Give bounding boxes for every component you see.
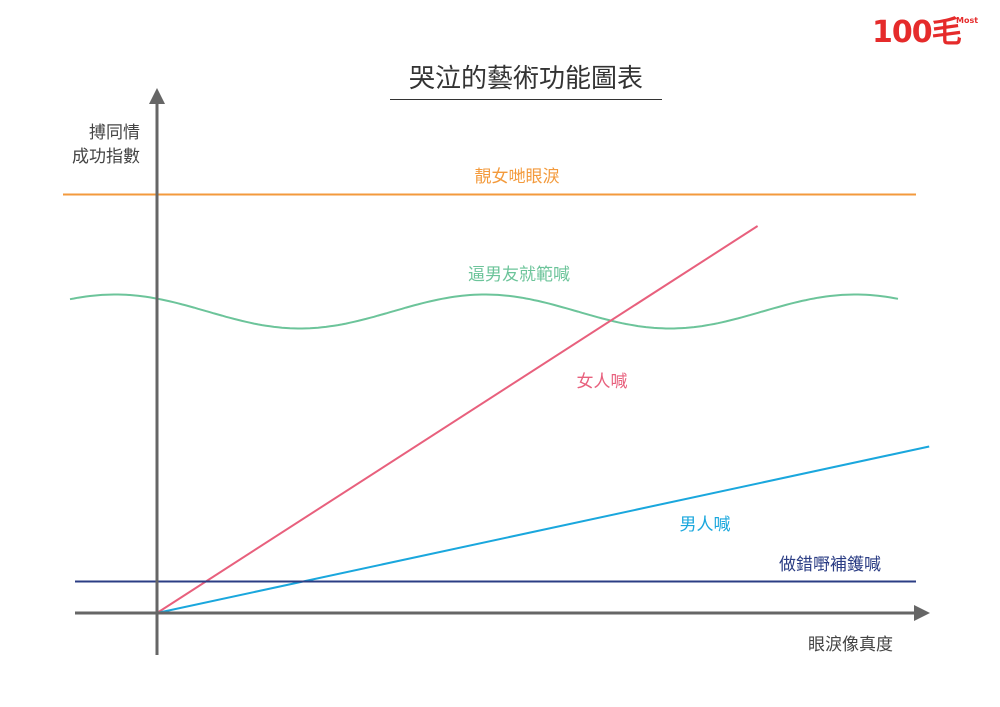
series-3-label: 女人喊 [577,372,628,392]
brand-logo-text: 100毛 [872,15,962,50]
y-axis-arrow [149,88,165,104]
x-axis-label: 眼淚像真度 [808,635,893,655]
brand-logo-sup: Most [956,16,979,25]
series-2-wave [69,293,899,330]
brand-logo: 100毛 Most [872,15,978,50]
x-axis-arrow [914,605,930,621]
y-axis-label-line2: 成功指數 [72,147,140,167]
chart-title: 哭泣的藝術功能圖表 [390,58,662,100]
series-4-label: 男人喊 [680,515,731,535]
series-3-line [156,225,759,614]
series-2-label: 逼男友就範喊 [468,265,570,285]
series-5-label: 做錯嘢補鑊喊 [779,555,881,575]
series-4-line [156,445,930,614]
series-1-label: 靚女哋眼淚 [475,167,560,187]
y-axis-label-line1: 搏同情 [89,123,140,143]
